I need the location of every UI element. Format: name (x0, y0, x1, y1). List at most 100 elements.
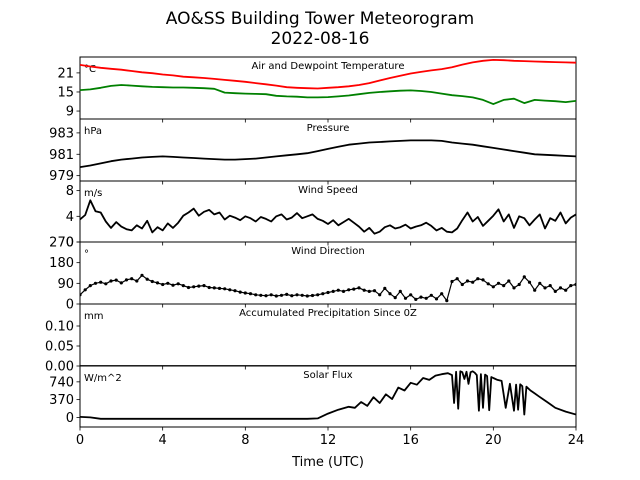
data-point (357, 286, 361, 290)
data-point (481, 278, 485, 282)
data-point (388, 292, 392, 296)
x-tick-label: 20 (485, 433, 502, 448)
data-point (279, 293, 284, 297)
y-tick-label: 0.00 (45, 360, 74, 375)
panel-0: 9 15 21 Air and Dewpoint Temperature °C (57, 56, 577, 123)
data-point (295, 293, 299, 297)
data-point (522, 275, 526, 279)
data-point (527, 280, 532, 284)
data-point (543, 286, 547, 290)
data-point (409, 293, 413, 297)
data-point (429, 293, 433, 297)
data-point (99, 280, 103, 284)
data-point (424, 296, 428, 300)
data-point (181, 284, 185, 288)
data-point (517, 282, 521, 287)
data-point (212, 286, 216, 290)
data-point (145, 277, 149, 281)
y-tick-label: 0 (66, 298, 74, 313)
y-tick-label: 981 (49, 148, 74, 163)
series-group (80, 370, 576, 420)
y-tick-label: 270 (49, 236, 74, 251)
data-point (362, 288, 366, 292)
data-point (336, 288, 340, 292)
x-tick-label: 4 (159, 433, 167, 448)
data-point (471, 280, 475, 284)
y-tick-label: 8 (66, 184, 74, 199)
y-tick-label: 979 (49, 169, 74, 184)
data-point (403, 296, 408, 300)
x-axis: 0 4 8 12 16 20 24 (76, 433, 584, 448)
data-point (114, 278, 118, 282)
series-group (80, 273, 576, 303)
data-point (383, 286, 387, 290)
data-point (254, 293, 258, 297)
panel-1: 979 981 983 Pressure hPa (49, 118, 577, 185)
data-point (207, 285, 211, 290)
y-tick-label: 180 (49, 256, 74, 271)
data-point (300, 293, 304, 297)
data-point (491, 285, 495, 289)
x-tick-label: 16 (402, 433, 419, 448)
data-point (326, 290, 330, 295)
panel-title: Wind Direction (291, 246, 365, 257)
data-point (161, 282, 165, 287)
data-point (80, 293, 82, 297)
data-point (548, 284, 552, 288)
data-point (558, 286, 563, 290)
y-tick-label: 90 (57, 277, 74, 292)
data-point (310, 293, 315, 298)
data-point (347, 288, 351, 292)
data-point (398, 289, 402, 293)
panel-title: Accumulated Precipitation Since 0Z (239, 308, 417, 319)
data-point (109, 279, 113, 283)
y-tick-label: 0 (66, 236, 74, 251)
y-tick-label: 0.10 (45, 320, 74, 335)
unit-label: °C (84, 64, 96, 75)
data-point (119, 281, 123, 285)
series-line (80, 59, 576, 90)
data-point (290, 294, 294, 298)
data-point (465, 279, 470, 283)
data-point (124, 278, 129, 282)
data-point (533, 288, 537, 292)
x-tick-label: 24 (568, 433, 585, 448)
unit-label: ° (84, 249, 89, 260)
data-point (248, 292, 253, 296)
data-point (419, 295, 423, 299)
chart-panels: 9 15 21 Air and Dewpoint Temperature °C 979 98… (45, 56, 577, 431)
data-point (512, 286, 516, 290)
data-point (450, 279, 454, 284)
data-point (393, 296, 397, 300)
series-group (80, 199, 576, 235)
data-point (223, 287, 227, 291)
data-point (150, 279, 154, 284)
data-point (192, 285, 196, 289)
data-point (496, 281, 501, 285)
data-point (166, 281, 170, 285)
data-point (285, 292, 289, 296)
data-point (305, 294, 309, 298)
data-point (321, 292, 325, 296)
data-point (414, 297, 418, 301)
data-point (367, 289, 371, 293)
unit-label: m/s (84, 188, 102, 199)
figure-subtitle: 2022-08-16 (271, 29, 370, 49)
data-point (378, 293, 382, 297)
panel-4: 0.00 0.05 0.10 Accumulated Precipitation Si… (45, 303, 577, 375)
panel-2: 0 4 8 Wind Speed m/s (66, 180, 577, 251)
data-point (238, 290, 242, 294)
series-line (80, 274, 576, 302)
data-point (316, 293, 320, 297)
data-point (569, 284, 573, 288)
panel-title: Solar Flux (303, 370, 353, 381)
data-point (264, 294, 268, 298)
data-point (186, 285, 191, 290)
data-point (259, 293, 263, 297)
panel-title: Wind Speed (298, 185, 358, 196)
data-point (507, 279, 511, 283)
data-point (228, 288, 232, 292)
data-point (274, 294, 278, 298)
data-point (476, 277, 480, 281)
